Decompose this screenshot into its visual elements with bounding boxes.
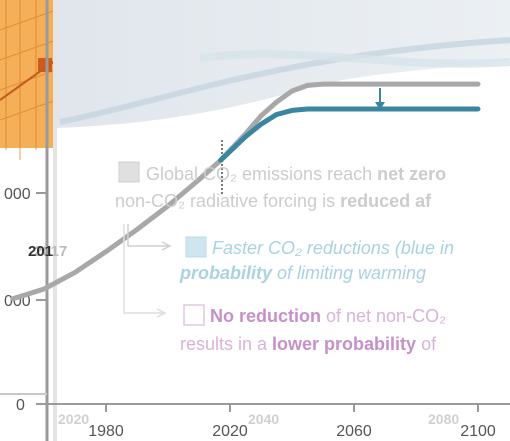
x-faded-label: 2020 xyxy=(58,411,89,427)
marker-label-faded: 2017 xyxy=(34,243,67,260)
down-arrow-icon xyxy=(375,88,385,110)
y-tick-label: 000 xyxy=(4,186,31,203)
annotation-global-line1: Global CO₂ emissions reach net zero xyxy=(146,164,446,184)
x-tick-label: 2100 xyxy=(460,423,496,440)
legend-checkbox-faster xyxy=(185,236,207,258)
connector-arrow-faster xyxy=(161,241,172,251)
x-tick-label: 2020 xyxy=(212,423,248,440)
x-tick-label: 1980 xyxy=(88,423,124,440)
annotation-faster-line1: Faster CO₂ reductions (blue in xyxy=(212,238,454,258)
faded-band-curve xyxy=(59,37,510,125)
connector-line-noreduction xyxy=(123,224,163,314)
connector-line-faster xyxy=(127,224,168,247)
connector-arrow-noreduction xyxy=(156,308,167,318)
x-faded-label: 2040 xyxy=(248,411,279,427)
annotation-noreduction-line1: No reduction of net non-CO₂ xyxy=(210,306,446,326)
series-line-faster-co2-reductions xyxy=(218,106,481,163)
y-tick-label: 0 xyxy=(16,397,25,414)
faded-band-curve-2 xyxy=(199,50,510,68)
annotation-global-line2: non-CO₂ radiative forcing is reduced af xyxy=(115,191,432,211)
legend-checkbox-noreduction xyxy=(183,304,205,326)
marker-label: 201 xyxy=(28,243,53,260)
series-line-net-non-co2-unchanged xyxy=(10,81,481,302)
annotation-noreduction-line2: results in a lower probability of xyxy=(180,334,437,354)
x-tick-label: 2060 xyxy=(336,423,372,440)
annotation-faster-line2: probability of limiting warming xyxy=(179,263,426,283)
x-axis-ticks: 1980 2020 2060 2100 xyxy=(88,404,496,440)
x-faded-label: 2080 xyxy=(428,411,459,427)
legend-checkbox-global xyxy=(118,161,140,183)
